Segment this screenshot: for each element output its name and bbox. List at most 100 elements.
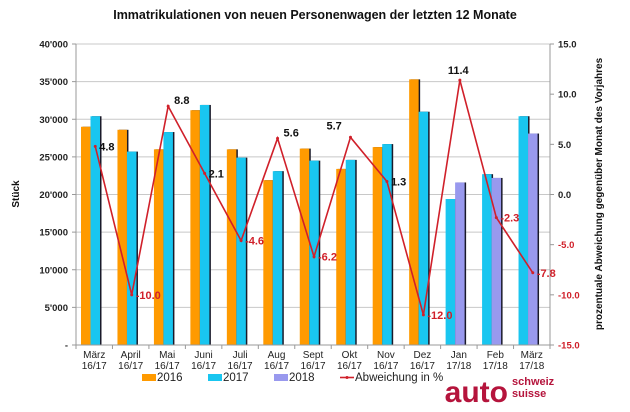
category-label-month: Jan — [451, 350, 467, 361]
bar-2017 — [518, 116, 529, 346]
logo: auto schweiz suisse — [445, 376, 555, 409]
y-tick-label: 40'000 — [39, 40, 68, 51]
bar-2017 — [272, 171, 283, 345]
line-point — [385, 179, 389, 183]
y-axis-title: Stück — [11, 180, 22, 208]
legend-label: Abweichung in % — [355, 372, 443, 384]
logo-main-text: auto — [445, 376, 508, 409]
category-labels: März16/17April16/17Mai16/17Juni16/17Juli… — [82, 350, 545, 372]
y2-tick-label: 10.0 — [558, 90, 577, 101]
category-label-period: 16/17 — [228, 361, 253, 372]
line-data-label: -4.6 — [245, 236, 264, 248]
line-point — [239, 239, 243, 243]
line-data-label: 11.4 — [448, 65, 470, 77]
bar-2016 — [81, 126, 91, 346]
y2-tick-label: -10.0 — [558, 290, 580, 301]
legend: 2016 2017 2018 Abweichung in % — [142, 372, 443, 384]
y2-tick-label: 0.0 — [558, 190, 571, 201]
y-tick-label: 5'000 — [45, 303, 68, 314]
bar-2017 — [236, 157, 246, 345]
bar-2017 — [90, 116, 100, 346]
bar-2017 — [445, 199, 456, 345]
legend-label: 2018 — [289, 372, 315, 384]
bar-2017 — [126, 151, 137, 345]
category-label-period: 16/17 — [155, 361, 180, 372]
line-data-label: 8.8 — [174, 95, 189, 107]
bar-2016 — [372, 147, 383, 345]
bar-2018 — [528, 133, 538, 345]
line-data-label: -12.0 — [427, 310, 452, 322]
tick-labels: - 5'000 10'000 15'000 20'000 25'000 30'000 35'0… — [39, 40, 579, 352]
category-label-month: Dez — [413, 350, 431, 361]
bar-2017 — [482, 174, 492, 345]
y2-tick-label: -15.0 — [558, 341, 580, 352]
line-data-label: -10.0 — [136, 290, 161, 302]
category-label-month: Juli — [233, 350, 248, 361]
legend-swatch-2017 — [208, 374, 222, 381]
y-tick-label: 35'000 — [39, 77, 68, 88]
category-label-month: Nov — [377, 350, 395, 361]
line-data-label: 4.8 — [99, 141, 114, 153]
category-label-period: 16/17 — [118, 361, 143, 372]
bar-2017 — [382, 144, 392, 345]
legend-swatch-2016 — [142, 374, 156, 381]
line-point — [312, 255, 316, 259]
y2-tick-label: 5.0 — [558, 140, 571, 151]
line-point — [130, 293, 134, 297]
category-label-month: Mai — [159, 350, 175, 361]
y2-axis-title: prozentuale Abweichung gegenüber Monat d… — [594, 57, 605, 330]
bar-2018 — [455, 182, 465, 345]
category-label-month: Feb — [487, 350, 505, 361]
legend-label: 2017 — [223, 372, 249, 384]
line-point — [458, 78, 462, 82]
chart-title: Immatrikulationen von neuen Personenwage… — [113, 8, 517, 22]
bar-2016 — [226, 149, 237, 345]
bar-2017 — [309, 160, 319, 345]
y-tick-label: 20'000 — [39, 190, 68, 201]
category-label-month: März — [83, 350, 105, 361]
y-tick-label: 10'000 — [39, 265, 68, 276]
line-point — [93, 144, 97, 148]
bar-2016 — [263, 180, 273, 345]
bar-2016 — [336, 168, 346, 345]
y2-tick-label: -5.0 — [558, 240, 574, 251]
category-label-period: 16/17 — [264, 361, 289, 372]
line-point — [348, 135, 352, 139]
category-label-period: 16/17 — [410, 361, 435, 372]
bar-2017 — [163, 132, 173, 345]
line-point — [276, 136, 280, 140]
line-point — [531, 271, 535, 275]
logo-line1: schweiz — [512, 376, 555, 388]
bar-2017 — [345, 159, 356, 345]
logo-line2: suisse — [512, 388, 546, 400]
category-label-period: 16/17 — [373, 361, 398, 372]
category-label-month: Okt — [342, 350, 358, 361]
category-label-period: 17/18 — [519, 361, 544, 372]
legend-swatch-2018 — [274, 374, 288, 381]
bars — [81, 79, 540, 346]
category-label-month: Aug — [268, 350, 286, 361]
y-tick-label: 25'000 — [39, 152, 68, 163]
line-point — [494, 216, 498, 220]
bar-2017 — [418, 111, 429, 345]
category-label-period: 17/18 — [483, 361, 508, 372]
line-data-label: 5.6 — [284, 127, 299, 139]
y-tick-label: 30'000 — [39, 115, 68, 126]
bar-2017 — [199, 104, 210, 345]
deviation-line: 4.8 -10.0 8.8 2.1 -4.6 5.6 -6.2 5.7 1.3 -12.0 11.4… — [93, 65, 556, 322]
category-label-month: April — [121, 350, 141, 361]
line-data-label: 1.3 — [391, 176, 406, 188]
category-label-period: 17/18 — [446, 361, 471, 372]
category-label-period: 16/17 — [82, 361, 107, 372]
category-label-month: Juni — [194, 350, 212, 361]
y-tick-label: - — [65, 341, 68, 352]
bar-2016 — [299, 148, 310, 345]
bar-2016 — [117, 129, 127, 345]
bar-2018 — [491, 177, 502, 345]
line-point — [166, 104, 170, 108]
line-point — [421, 313, 425, 317]
category-label-period: 16/17 — [337, 361, 362, 372]
bar-2016 — [190, 110, 200, 345]
line-data-label: -2.3 — [500, 213, 519, 225]
